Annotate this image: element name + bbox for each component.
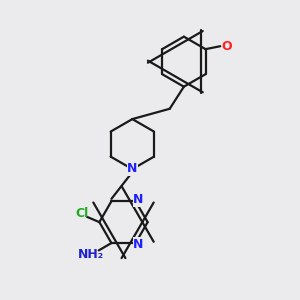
Text: NH₂: NH₂ [78,248,104,261]
Text: N: N [133,238,144,251]
Text: N: N [133,193,144,206]
Text: N: N [127,162,137,175]
Text: O: O [222,40,232,53]
Text: Cl: Cl [75,207,88,220]
